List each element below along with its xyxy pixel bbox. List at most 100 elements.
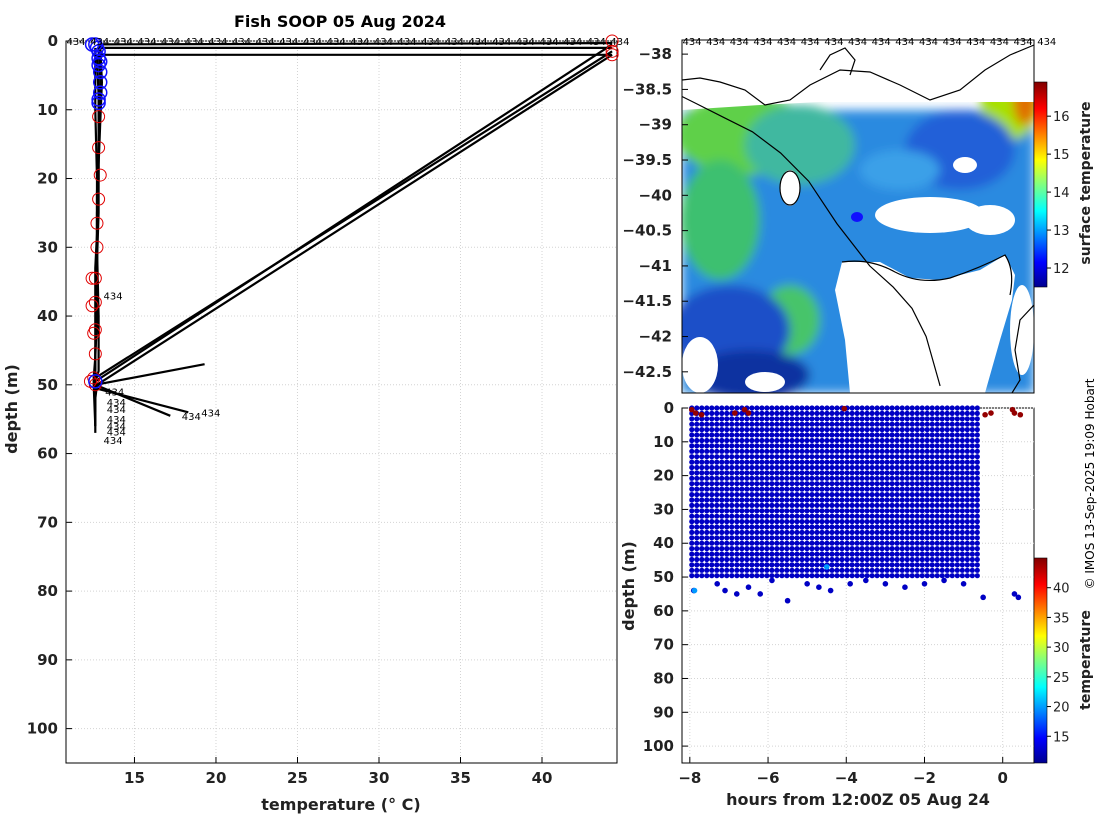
depth-time-point — [804, 562, 810, 568]
depth-time-point — [794, 529, 800, 536]
profile-cast-line — [95, 387, 189, 414]
depth-time-point — [904, 459, 910, 465]
depth-time-point — [734, 475, 740, 481]
profile-annotation: 434 — [107, 422, 126, 433]
depth-time-point — [919, 524, 925, 530]
depth-time-point — [749, 497, 755, 503]
depth-time-point — [949, 567, 955, 573]
depth-time-point — [732, 410, 738, 416]
depth-time-point — [844, 464, 850, 471]
depth-time-point — [849, 524, 855, 530]
profile-blue-marker — [91, 92, 106, 107]
depth-time-point — [889, 573, 895, 579]
depth-time-point — [724, 502, 730, 508]
depth-time-point — [959, 454, 965, 460]
depth-time-point — [954, 567, 960, 573]
depth-time-point — [824, 421, 830, 427]
depth-time-point — [689, 529, 695, 536]
profile-annotation: 434 — [182, 412, 201, 423]
depth-time-point — [964, 513, 970, 519]
depth-time-point — [694, 535, 700, 541]
depth-time-point — [919, 432, 925, 438]
depth-time-point — [759, 475, 765, 481]
depth-time-point — [964, 524, 970, 530]
depth-time-point — [844, 421, 850, 427]
depth-time-point — [799, 454, 805, 460]
depth-time-point — [779, 459, 785, 465]
depth-time-point — [899, 421, 905, 427]
depth-time-point — [919, 492, 925, 498]
depth-time-point — [779, 437, 785, 444]
depth-time-point — [944, 410, 950, 416]
depth-time-point — [929, 513, 935, 519]
depth-time-point — [934, 464, 940, 471]
depth-time-point — [864, 464, 870, 471]
depth-time-point — [779, 443, 785, 449]
depth-time-point — [789, 519, 795, 525]
depth-time-point — [704, 497, 710, 503]
depth-time-point — [784, 492, 790, 498]
depth-time-point — [847, 581, 853, 587]
depth-time-point — [824, 410, 830, 416]
depth-time-point — [949, 546, 955, 552]
depth-time-point — [864, 448, 870, 454]
profile-top-label: 434 — [445, 37, 464, 48]
depth-time-point — [954, 508, 960, 514]
depth-time-point — [819, 464, 825, 471]
depth-time-point — [799, 524, 805, 530]
depth-time-point — [759, 443, 765, 449]
depth-time-point — [694, 464, 700, 471]
depth-time-point — [764, 513, 770, 519]
depth-time-point — [829, 432, 835, 438]
depth-time-point — [944, 551, 950, 557]
depth-time-point — [694, 524, 700, 530]
depth-time-point — [909, 464, 915, 471]
depth-time-point — [849, 421, 855, 427]
depth-time-point — [954, 427, 960, 433]
depth-time-point — [944, 573, 950, 579]
depth-time-point — [729, 454, 735, 460]
depth-time-point — [974, 443, 980, 449]
depth-time-point — [824, 416, 830, 422]
depth-time-point — [939, 546, 945, 552]
depth-time-point — [709, 405, 715, 411]
depth-time-point — [789, 497, 795, 503]
profile-red-marker — [92, 192, 106, 206]
depth-time-point — [899, 448, 905, 454]
depth-time-point — [749, 475, 755, 481]
depth-time-point — [964, 421, 970, 427]
depth-time-point — [764, 410, 770, 416]
depth-time-point — [699, 529, 705, 536]
depth-time-point — [809, 443, 815, 449]
depth-time-point — [744, 513, 750, 519]
depth-time-point — [869, 416, 875, 422]
depth-time-point — [839, 421, 845, 427]
depth-time-point — [864, 405, 870, 411]
depth-time-point — [774, 448, 780, 454]
depth-time-point — [839, 573, 845, 579]
depth-time-point — [914, 540, 920, 546]
depth-time-point — [899, 573, 905, 579]
depth-time-point — [844, 562, 850, 568]
map-top-label: 434 — [753, 37, 772, 48]
depth-time-point — [729, 486, 735, 492]
depth-time-point — [909, 519, 915, 525]
depth-time-point — [784, 502, 790, 508]
depth-time-point — [954, 519, 960, 525]
profile-red-marker — [88, 271, 102, 285]
depth-time-point — [869, 562, 875, 568]
depth-time-point — [834, 416, 840, 422]
depth-time-point — [914, 464, 920, 471]
depth-time-point — [829, 481, 835, 487]
depth-time-point — [939, 481, 945, 487]
depth-time-point — [724, 573, 730, 579]
depth-time-point — [964, 535, 970, 541]
depth-time-point — [714, 529, 720, 536]
depth-time-point — [959, 497, 965, 503]
depth-time-point — [949, 573, 955, 579]
depth-time-point — [744, 454, 750, 460]
depth-time-point — [744, 421, 750, 427]
depth-time-point — [964, 562, 970, 568]
profile-xtick-label: 30 — [369, 769, 390, 787]
